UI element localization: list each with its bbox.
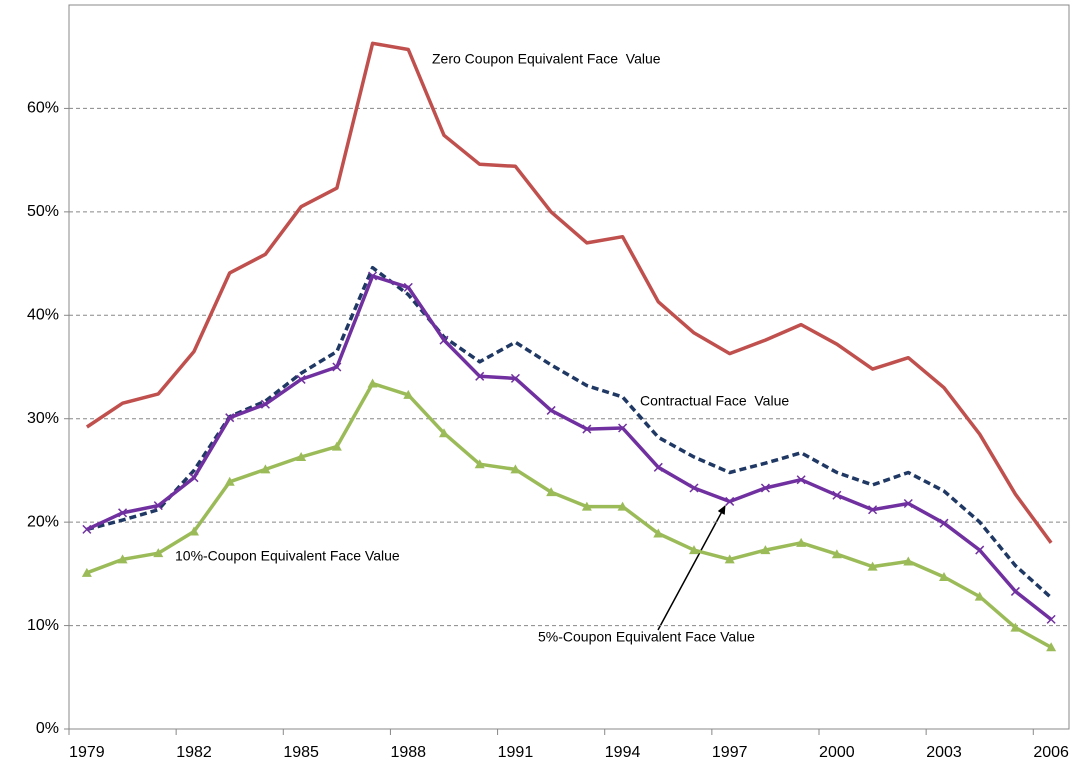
point-marker <box>903 556 914 566</box>
point-marker <box>296 451 307 461</box>
point-marker <box>439 428 449 438</box>
point-marker <box>939 571 949 581</box>
x-tick-label: 1985 <box>283 744 319 761</box>
point-marker <box>653 528 664 538</box>
point-marker <box>760 545 771 555</box>
point-marker <box>260 399 270 409</box>
plot-frame <box>68 4 1070 730</box>
x-tick-label: 2003 <box>926 744 962 761</box>
point-marker <box>367 378 378 388</box>
series-label: Contractual Face Value <box>640 393 789 409</box>
series-label: Zero Coupon Equivalent Face Value <box>432 51 661 67</box>
point-marker <box>81 567 92 577</box>
point-marker <box>439 335 449 345</box>
point-marker <box>653 462 663 472</box>
point-marker <box>403 389 414 399</box>
x-tick-label: 1991 <box>498 744 534 761</box>
point-marker <box>1010 622 1021 632</box>
point-marker <box>689 483 699 493</box>
point-marker <box>368 271 378 281</box>
point-marker <box>974 591 985 601</box>
point-marker <box>117 554 128 564</box>
point-marker <box>796 475 806 485</box>
x-tick-label: 1982 <box>176 744 212 761</box>
point-marker <box>903 498 913 509</box>
x-tick-label: 2000 <box>819 744 855 761</box>
point-marker <box>331 441 342 451</box>
y-tick-label: 10% <box>27 617 59 634</box>
y-tick-label: 60% <box>27 100 59 117</box>
point-marker <box>831 549 842 559</box>
point-marker <box>796 537 807 547</box>
point-marker <box>1046 642 1057 652</box>
point-marker <box>939 518 949 528</box>
point-marker <box>689 545 699 555</box>
point-marker <box>725 496 735 506</box>
point-marker <box>510 464 521 474</box>
point-marker <box>581 501 592 511</box>
point-marker <box>403 282 413 292</box>
point-marker <box>189 473 199 483</box>
point-marker <box>760 483 770 493</box>
x-tick-label: 1988 <box>390 744 426 761</box>
y-tick-label: 20% <box>27 513 59 530</box>
point-marker <box>1046 614 1056 624</box>
series-label: 5%-Coupon Equivalent Face Value <box>538 629 755 645</box>
y-tick-label: 50% <box>27 203 59 220</box>
annotation-arrow <box>657 505 726 631</box>
y-tick-label: 30% <box>27 410 59 427</box>
point-marker <box>475 371 485 381</box>
point-marker <box>546 405 556 415</box>
point-marker <box>225 413 235 423</box>
point-marker <box>724 554 735 564</box>
point-marker <box>118 508 128 518</box>
series-line <box>86 265 1053 599</box>
x-tick-label: 1994 <box>605 744 641 761</box>
point-marker <box>153 501 163 511</box>
x-tick-label: 1997 <box>712 744 748 761</box>
x-tick-label: 2006 <box>1033 744 1069 761</box>
point-marker <box>82 524 92 534</box>
series-line <box>85 41 1053 544</box>
series-line <box>86 274 1053 621</box>
point-marker <box>867 561 878 571</box>
point-marker <box>474 459 485 469</box>
point-marker <box>224 476 235 486</box>
point-marker <box>546 487 557 497</box>
point-marker <box>510 373 520 383</box>
point-marker <box>153 548 164 558</box>
series-line <box>86 381 1052 649</box>
x-tick-label: 1979 <box>69 744 105 761</box>
point-marker <box>296 374 306 384</box>
point-marker <box>832 490 842 500</box>
point-marker <box>975 545 985 555</box>
y-tick-label: 0% <box>36 720 59 737</box>
point-marker <box>260 464 271 474</box>
point-marker <box>332 362 342 372</box>
point-marker <box>582 424 592 434</box>
point-marker <box>868 505 878 515</box>
y-tick-label: 40% <box>27 307 59 324</box>
point-marker <box>618 423 628 433</box>
point-marker <box>1010 586 1020 596</box>
point-marker <box>617 501 628 511</box>
point-marker <box>189 526 199 536</box>
series-label: 10%-Coupon Equivalent Face Value <box>175 548 400 564</box>
